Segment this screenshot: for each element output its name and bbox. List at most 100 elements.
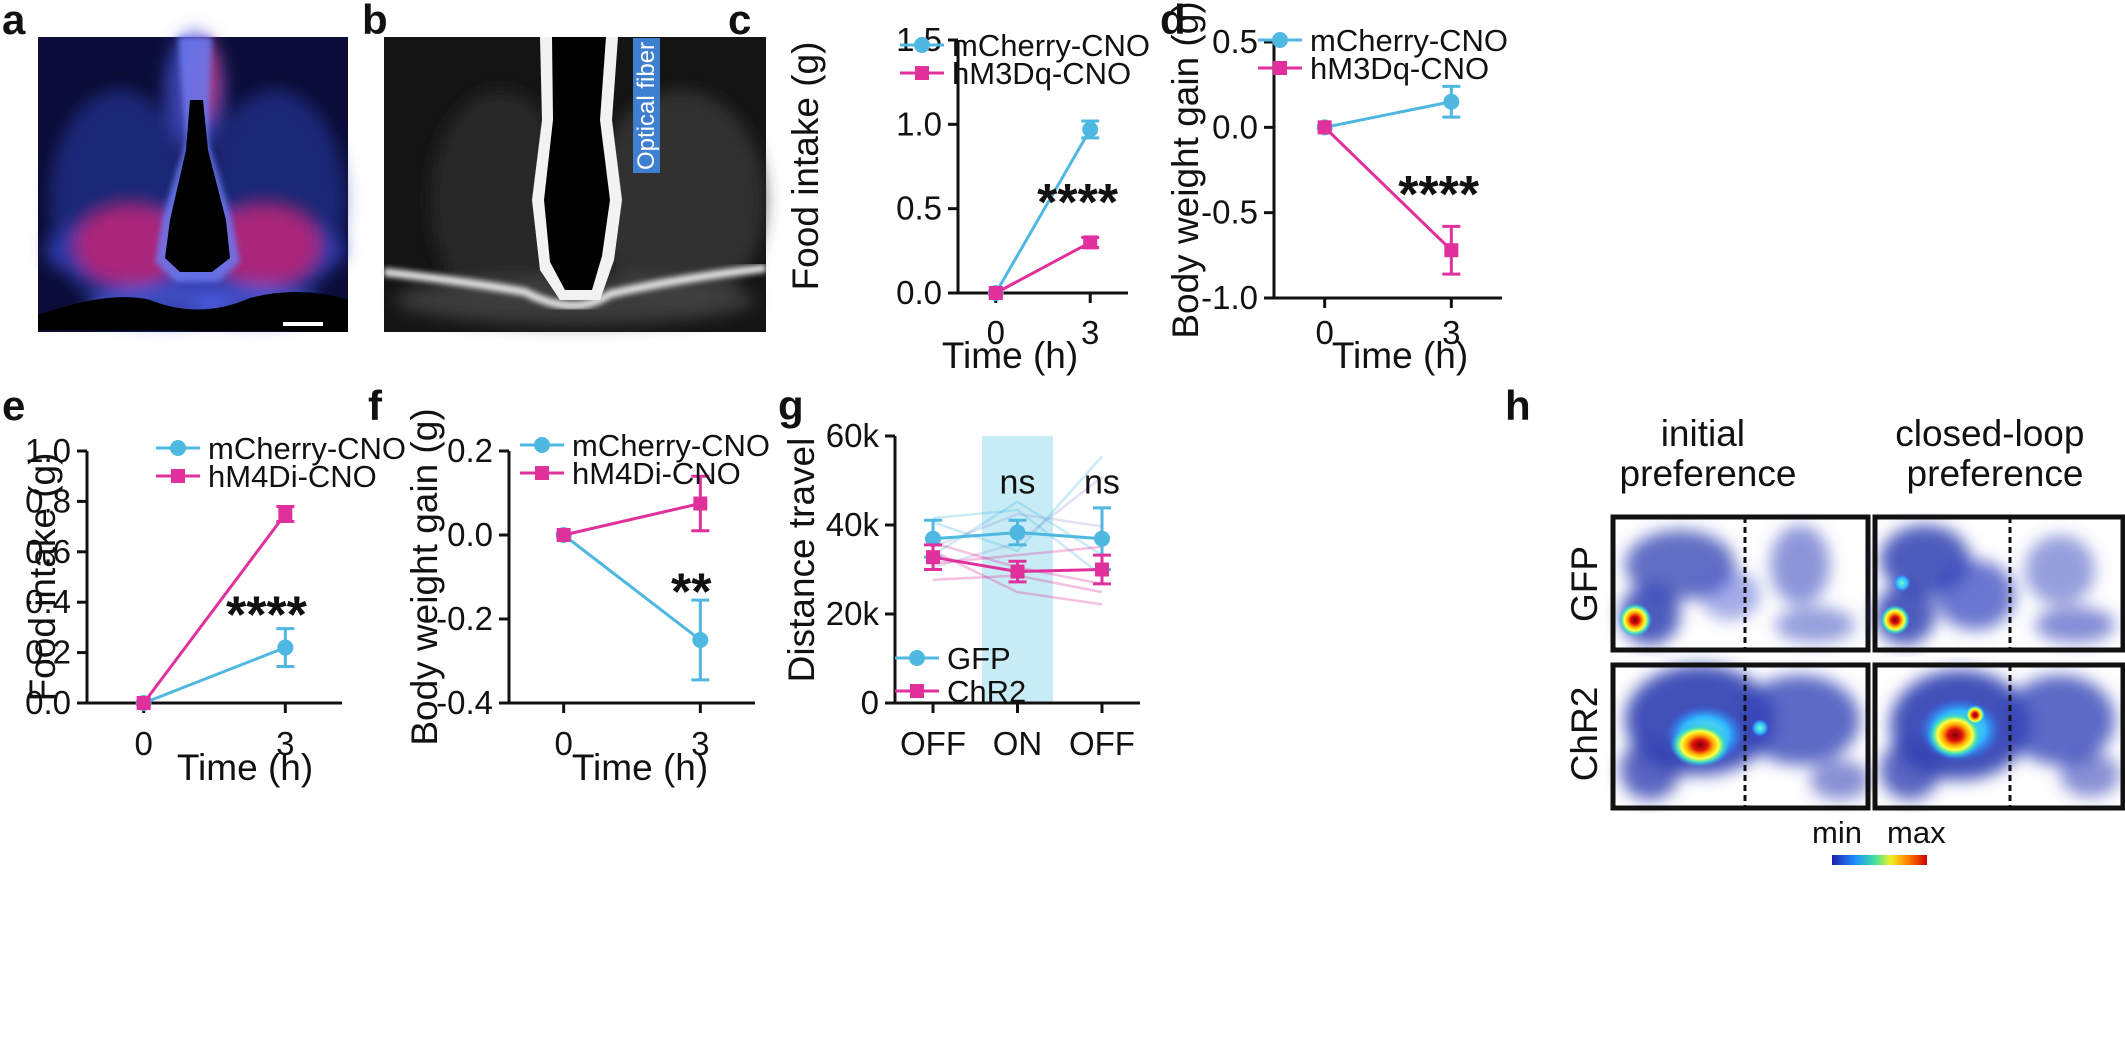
series-line-mcherry-cno [562,533,702,642]
legend-label-mcherry-cno: mCherry-CNO [572,428,770,463]
significance-annotation: **** [1398,166,1480,224]
y-tick-label: 0.6 [25,533,71,570]
series-line-hm4di-cno [142,513,287,704]
row-label-chr2: ChR2 [1564,687,1605,782]
x-tick-label: 0 [554,725,572,762]
x-axis-label: Time (h) [177,747,313,788]
y-tick-label: 0.5 [1212,23,1258,60]
legend-label-hm4di-cno: hM4Di-CNO [208,459,377,494]
micrograph-a [38,30,348,332]
significance-annotation: **** [1037,174,1119,232]
x-tick-label: 3 [1081,314,1099,351]
legend-label-hm3dq-cno: hM3Dq-CNO [1310,51,1489,86]
data-point-mcherry-cno [692,632,709,648]
significance-annotation: **** [226,586,308,644]
legend-label-hm4di-cno: hM4Di-CNO [572,456,741,491]
x-tick-label: OFF [1069,725,1135,762]
y-tick-label: 0 [861,684,879,721]
y-tick-label: -0.5 [1201,194,1258,231]
data-point-hm3dq-cno [1444,243,1459,258]
y-tick-label: 60k [826,417,880,454]
colorbar-min-label: min [1812,815,1862,850]
legend-label-chr2: ChR2 [947,674,1026,709]
data-point-hm4di-cno [136,696,151,710]
panel-label-d: d [1160,0,1186,43]
y-tick-label: 0.0 [896,274,942,311]
data-point-chr2 [1010,564,1025,579]
data-point-mcherry-cno [277,639,294,656]
y-tick-label: 1.0 [896,105,942,142]
optical-fiber-label-box [633,38,660,173]
data-point-chr2 [1094,562,1109,577]
significance-annotation: ns [1084,464,1120,502]
x-axis-label: Time (h) [942,335,1078,376]
data-point-mcherry-cno [1443,93,1460,110]
data-point-hm4di-cno [278,507,293,521]
y-tick-label: -0.2 [436,600,493,637]
panel-b: b Optical fiber [362,0,767,332]
legend-marker-hm3dq-cno [1273,61,1287,75]
y-tick-label: 0.0 [25,684,71,721]
series-line-hm4di-cno [563,502,701,537]
y-axis-label: Body weight gain (g) [404,408,445,745]
series-line-hm3dq-cno [995,241,1091,295]
data-point-hm3dq-cno [1317,120,1332,135]
significance-annotation: ns [1000,464,1036,502]
individual-line [932,549,1103,606]
row-label-gfp: GFP [1564,546,1605,622]
y-axis-label: Food intake (g) [785,42,826,291]
panel-label-a: a [2,0,26,43]
heatmap-gfp-initial [1610,514,1871,653]
x-tick-label: 0 [134,725,152,762]
data-point-gfp [1093,530,1110,547]
panel-label-g: g [778,382,804,429]
legend-marker-chr2 [910,684,924,698]
significance-annotation: ** [671,564,712,622]
legend-marker-mcherry-cno [534,437,550,453]
series-line-mcherry-cno [1324,100,1452,129]
x-tick-label: 0 [987,314,1005,351]
legend-label-gfp: GFP [947,641,1011,676]
colorbar-max-label: max [1887,815,1946,850]
x-tick-label: 3 [691,725,709,762]
y-tick-label: 1.0 [25,432,71,469]
series-line-hm3dq-cno [1323,126,1453,252]
data-point-hm3dq-cno [1083,235,1098,250]
data-point-chr2 [926,550,941,565]
y-axis-label: Body weight gain (g) [1165,1,1206,338]
x-axis-label: Time (h) [572,747,708,788]
legend-label-mcherry-cno: mCherry-CNO [1310,23,1508,58]
panel-label-e: e [2,382,25,429]
x-tick-label: 3 [1442,314,1460,351]
panel-h: h initial preference closed-loop prefere… [1505,382,2125,865]
data-point-hm4di-cno [693,496,708,511]
panel-label-b: b [362,0,388,43]
series-line-mcherry-cno [994,128,1092,294]
y-tick-label: -1.0 [1201,279,1258,316]
y-tick-label: 20k [826,595,880,632]
panel-label-f: f [368,382,383,429]
legend-marker-hm4di-cno [171,469,185,483]
legend-label-mcherry-cno: mCherry-CNO [952,28,1150,63]
legend-marker-hm3dq-cno [915,66,929,80]
y-tick-label: 0.2 [447,432,493,469]
col-header-initial: initial preference [1620,413,1797,494]
y-tick-label: -0.4 [436,684,493,721]
data-point-gfp [925,530,942,547]
y-tick-label: 0.0 [1212,108,1258,145]
heatmap-chr2-initial [1610,662,1871,811]
heatmap-chr2-closed-loop [1872,662,2125,811]
panel-a: a [2,0,348,332]
legend-marker-hm4di-cno [535,466,549,480]
x-tick-label: 3 [276,725,294,762]
legend-marker-mcherry-cno [1272,32,1288,48]
micrograph-b: Optical fiber [383,37,767,332]
legend-marker-gfp [909,650,925,666]
x-tick-label: ON [993,725,1043,762]
optical-fiber-label: Optical fiber [633,42,660,170]
y-tick-label: 0.8 [25,482,71,519]
